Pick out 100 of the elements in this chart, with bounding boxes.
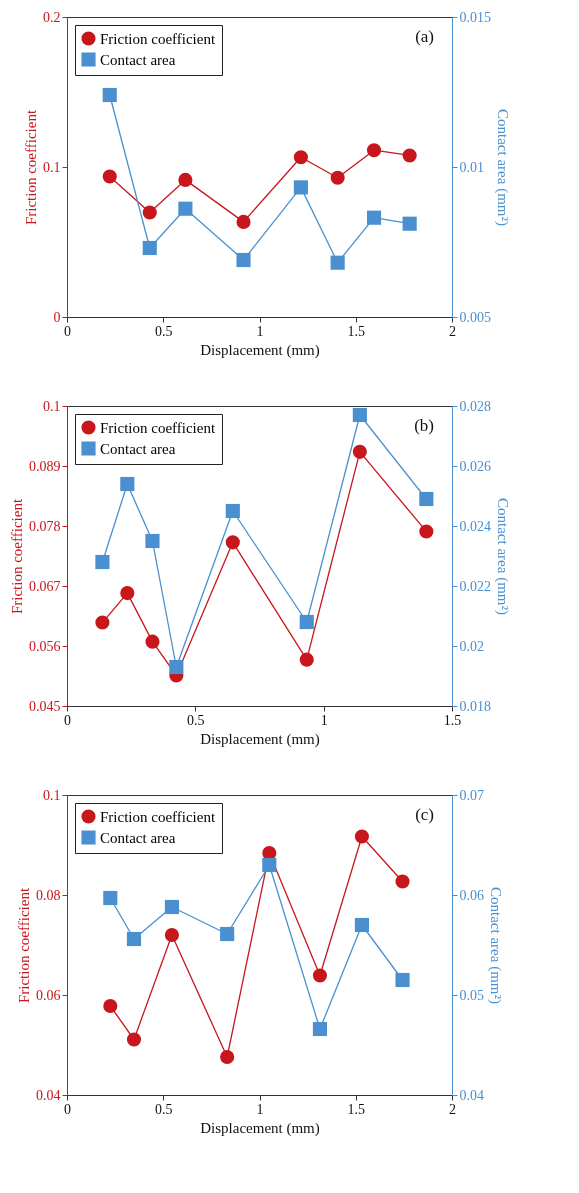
point [366,210,382,225]
legend-label: Contact area [100,829,176,846]
x-tick-label: 1 [256,323,264,339]
y2-tick-label: 0.005 [459,309,491,325]
y2-tick-label: 0.026 [459,458,491,474]
point [102,169,117,184]
y-tick-label: 0.1 [43,159,61,175]
point [293,180,308,195]
legend-label: Friction coefficient [100,419,216,436]
annotation: (b) [414,416,434,435]
point [330,170,345,185]
point [395,972,410,988]
y2-tick-label: 0.06 [459,887,484,903]
point [95,554,110,570]
point [126,1032,142,1047]
point [142,240,157,256]
y2-axis-title: Contact area (mm²) [494,109,511,226]
point [145,634,160,649]
x-tick-label: 0 [64,1101,71,1117]
x-tick-label: 0.5 [187,712,205,728]
y-tick-label: 0.2 [43,9,61,25]
y2-tick-label: 0.01 [459,159,484,175]
x-tick-label: 1.5 [443,712,462,728]
point [299,652,314,667]
point [262,857,277,873]
y-tick-label: 0.078 [29,518,61,534]
y-tick-label: 0.1 [43,398,61,414]
point [120,586,135,601]
x-tick-label: 1 [320,712,328,728]
y-tick-label: 0.056 [29,638,61,654]
point [354,917,369,933]
point [330,255,345,270]
y2-tick-label: 0.022 [459,578,491,594]
y-tick-label: 0.08 [36,887,61,903]
x-tick-label: 0 [64,712,71,728]
point [395,874,410,889]
y-tick-label: 0.067 [29,578,61,594]
point [178,201,193,216]
x-tick-label: 2 [449,1101,456,1117]
point [299,614,314,630]
point [354,829,369,844]
point [164,927,179,943]
y2-axis-title: Contact area (mm²) [487,887,504,1004]
annotation: (a) [415,27,434,46]
y-axis-title: Friction coefficient [16,887,32,1004]
y2-axis-title: Contact area (mm²) [494,498,511,615]
point [220,926,235,942]
point [103,998,118,1014]
legend-label: Friction coefficient [100,30,216,47]
x-tick-label: 0.5 [155,1101,173,1117]
legend-label: Contact area [100,440,176,457]
y-tick-label: 0.04 [36,1087,61,1103]
x-axis-title: Displacement (mm) [200,341,320,359]
point [236,214,251,229]
y-tick-label: 0.1 [43,787,61,803]
point [95,615,110,630]
x-axis-title: Displacement (mm) [200,730,320,748]
point [236,252,251,268]
y-axis-title: Friction coefficient [23,109,39,226]
point [103,890,118,906]
point [225,503,240,519]
y2-tick-label: 0.07 [459,787,484,803]
point [142,205,157,220]
point [102,87,117,103]
point [178,172,193,187]
point [402,148,417,163]
point [352,407,367,423]
y-axis-title: Friction coefficient [9,498,25,615]
y2-tick-label: 0.05 [459,987,484,1003]
annotation: (c) [415,805,434,824]
y2-tick-label: 0.018 [459,698,491,714]
point [366,143,382,158]
y2-tick-label: 0.024 [459,518,491,534]
point [312,968,328,983]
x-axis-title: Displacement (mm) [200,1119,320,1137]
point [169,659,184,675]
point [402,216,417,231]
point [419,491,434,507]
y2-tick-label: 0.04 [459,1087,484,1103]
point [352,444,367,459]
point [145,533,160,549]
legend-label: Friction coefficient [100,808,216,825]
point [312,1021,328,1037]
x-tick-label: 1.5 [347,323,365,339]
y-tick-label: 0 [53,309,61,325]
legend-label: Contact area [100,51,176,68]
y-tick-label: 0.06 [36,987,61,1003]
point [120,476,135,492]
point [293,150,308,165]
y2-tick-label: 0.015 [459,9,491,25]
point [126,931,142,947]
point [164,899,179,915]
y2-tick-label: 0.028 [459,398,491,414]
point [225,535,240,550]
point [220,1049,235,1065]
x-tick-label: 2 [449,323,456,339]
x-tick-label: 0 [64,323,71,339]
x-tick-label: 1.5 [347,1101,365,1117]
x-tick-label: 0.5 [155,323,173,339]
y-tick-label: 0.045 [29,698,61,714]
